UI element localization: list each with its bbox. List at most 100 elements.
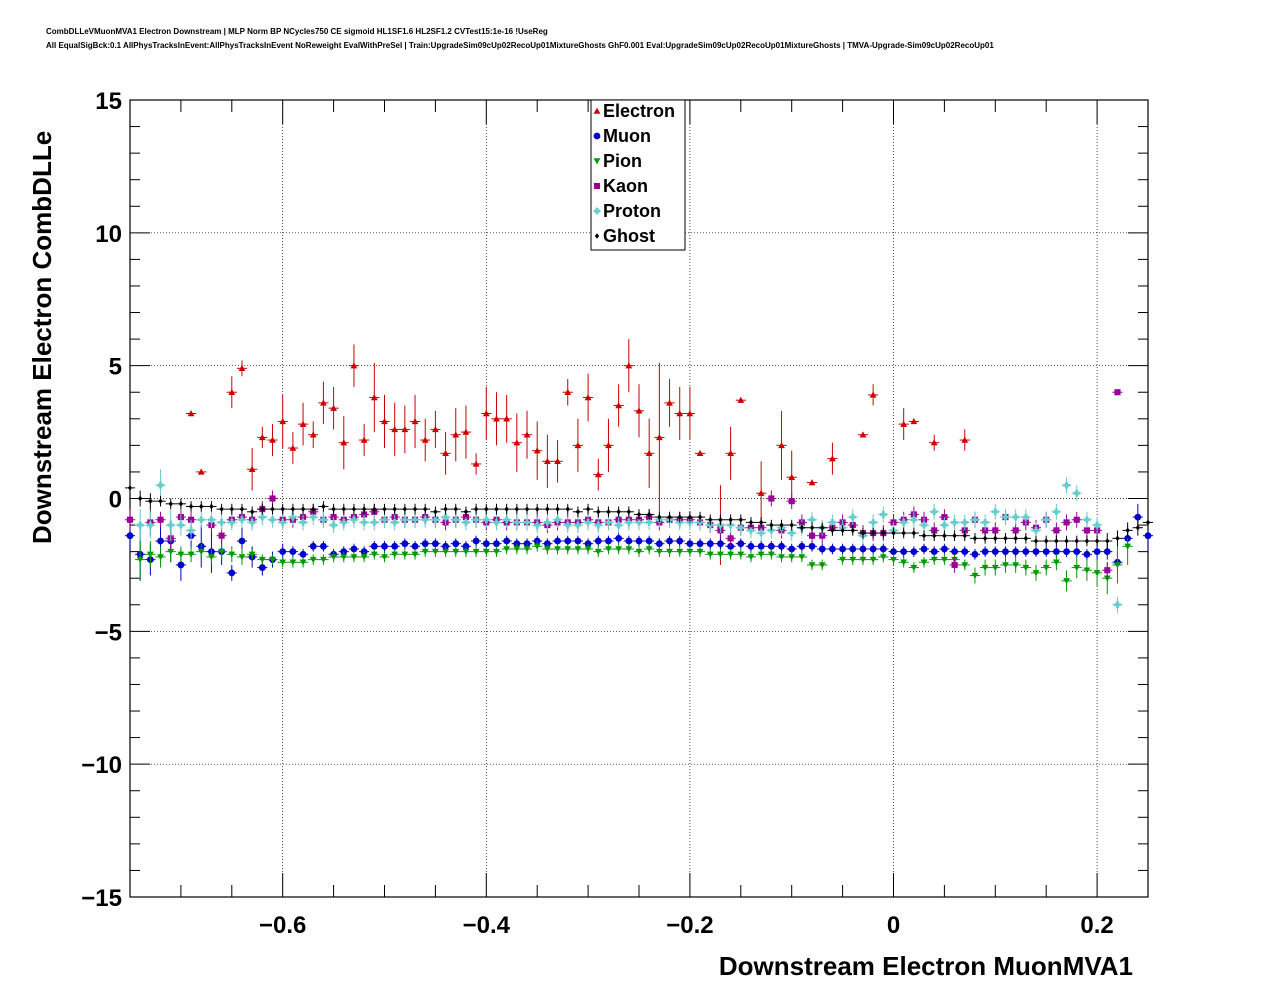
pion-point [1063, 578, 1070, 585]
ghost-point [239, 506, 245, 512]
x-tick-label: 0 [887, 912, 900, 939]
pion-point [554, 546, 561, 553]
ghost-point [311, 506, 316, 512]
muon-point [808, 542, 816, 550]
muon-point [503, 537, 511, 545]
pion-point [605, 546, 612, 553]
electron-point [482, 410, 490, 417]
muon-point [1022, 548, 1030, 556]
electron-point [432, 426, 439, 433]
ghost-point [667, 514, 672, 520]
muon-point [126, 532, 134, 540]
ghost-point [799, 524, 805, 531]
proton-point [808, 516, 816, 524]
proton-point [930, 508, 938, 516]
pion-point [1103, 575, 1111, 582]
muon-point [696, 540, 704, 548]
proton-point [421, 516, 429, 524]
ghost-point [433, 508, 438, 515]
kaon-point [157, 516, 164, 523]
electron-point [605, 441, 612, 449]
muon-point [930, 548, 938, 556]
proton-point [1032, 526, 1040, 534]
y-axis-label: Downstream Electron CombDLLe [27, 131, 57, 544]
muon-point [717, 540, 724, 548]
electron-point [442, 449, 449, 457]
pion-point [686, 548, 694, 556]
proton-point [1012, 513, 1020, 521]
ghost-point [484, 506, 489, 512]
proton-point [961, 519, 969, 526]
electron-point [228, 388, 236, 395]
pion-point [991, 564, 999, 571]
muon-point [228, 569, 236, 577]
muon-point [991, 548, 999, 556]
muon-point [1083, 550, 1091, 558]
pion-point [869, 556, 877, 564]
proton-point [370, 519, 378, 526]
pion-point [401, 551, 409, 558]
proton-point [391, 519, 399, 526]
proton-point [360, 519, 368, 526]
electron-point [370, 394, 378, 401]
pion-point [472, 548, 480, 556]
pion-point [900, 559, 908, 566]
pion-point [706, 551, 714, 558]
pion-point [146, 551, 154, 558]
ghost-point [188, 503, 194, 510]
proton-point [635, 519, 643, 526]
y-tick-label: 5 [109, 354, 122, 381]
legend-label-kaon: Kaon [603, 176, 648, 196]
muon-point [615, 534, 623, 542]
pion-point [1083, 567, 1091, 574]
ghost-point [321, 503, 326, 510]
ghost-point [1003, 535, 1008, 542]
muon-point [401, 540, 409, 548]
ghost-point [921, 532, 927, 539]
series-kaon [124, 389, 1123, 579]
pion-point [523, 546, 531, 553]
ghost-point [341, 506, 346, 512]
y-tick-label: 0 [109, 487, 122, 514]
proton-point [564, 521, 572, 529]
muon-point [635, 537, 643, 545]
pion-point [543, 546, 551, 553]
proton-point [941, 521, 948, 529]
pion-point [238, 554, 246, 561]
muon-point [258, 564, 266, 571]
pion-point [187, 551, 195, 558]
proton-point [1002, 513, 1009, 521]
pion-point [208, 554, 215, 561]
pion-point [890, 556, 897, 564]
proton-point [279, 519, 287, 526]
pion-point [594, 548, 602, 556]
pion-point [360, 554, 368, 561]
pion-point [432, 548, 439, 556]
muon-point [1134, 513, 1142, 521]
electron-point [279, 418, 287, 425]
electron-point [930, 439, 938, 446]
pion-point [788, 554, 796, 561]
pion-point [421, 548, 429, 556]
pion-point [564, 546, 572, 553]
proton-point [513, 519, 521, 526]
electron-point [340, 439, 348, 446]
y-tick-label: 10 [95, 221, 122, 248]
ghost-point [249, 508, 255, 515]
pion-point [493, 548, 500, 556]
ghost-point [504, 506, 509, 512]
pion-point [1012, 562, 1020, 569]
x-tick-label: −0.4 [463, 912, 511, 939]
ghost-point [361, 506, 367, 512]
electron-point [299, 420, 307, 427]
proton-point [879, 511, 887, 518]
electron-point [411, 418, 419, 425]
kaon-point [1012, 527, 1019, 534]
electron-point [493, 415, 500, 422]
electron-point [655, 433, 663, 441]
proton-point [849, 513, 857, 521]
pion-point [136, 556, 144, 564]
muon-point [309, 542, 317, 550]
pion-point [961, 562, 969, 569]
